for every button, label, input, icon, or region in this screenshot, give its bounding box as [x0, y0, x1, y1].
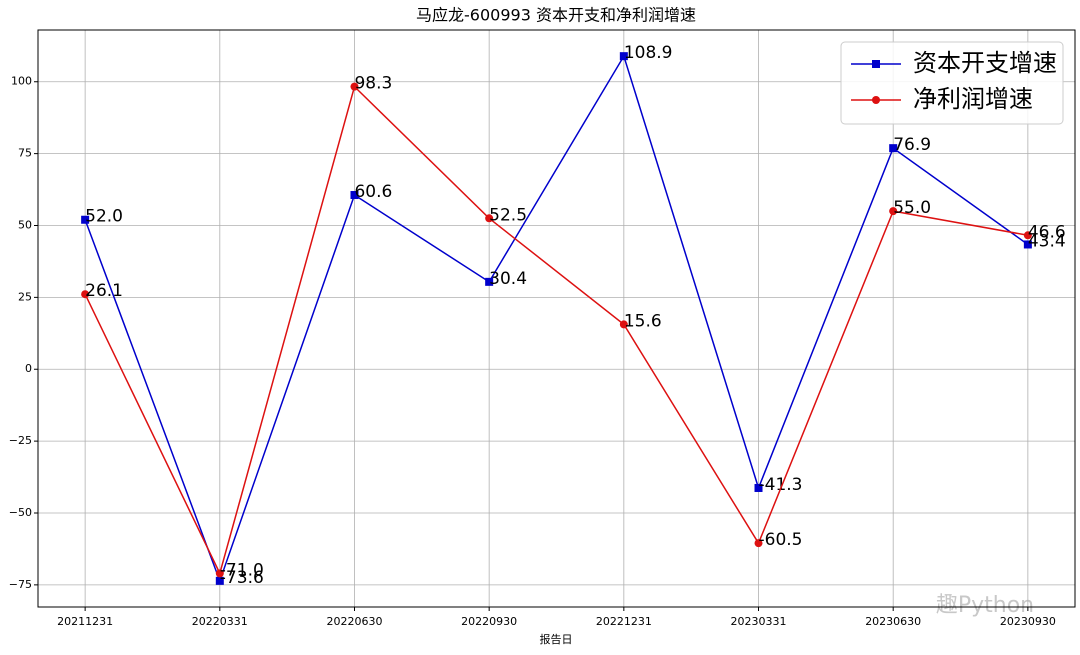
data-label: 30.4: [489, 269, 527, 289]
legend-marker: [872, 60, 880, 68]
y-tick-label: 25: [18, 290, 32, 303]
y-tick-label: 75: [18, 147, 32, 160]
series-line: [84, 54, 1029, 584]
data-point: [619, 320, 628, 329]
data-label: 52.0: [85, 207, 123, 227]
data-point: [350, 191, 359, 200]
data-point: [81, 290, 90, 299]
data-point: [1023, 231, 1032, 240]
data-point: [1023, 240, 1032, 249]
data-label: -71.0: [220, 560, 264, 580]
data-point: [485, 214, 494, 223]
legend-label: 净利润增速: [913, 85, 1033, 113]
data-point: [215, 576, 224, 585]
x-tick-label: 20220630: [326, 615, 382, 628]
x-tick-label: 20220331: [192, 615, 248, 628]
x-tick-label: 20230630: [865, 615, 921, 628]
chart-title: 马应龙-600993 资本开支和净利润增速: [416, 6, 696, 25]
data-label: 46.6: [1028, 222, 1066, 242]
y-tick-label: −25: [9, 434, 32, 447]
data-label: 52.5: [489, 205, 527, 225]
data-point: [889, 207, 898, 216]
data-point: [485, 277, 494, 286]
data-label: 98.3: [354, 74, 392, 94]
series-line: [84, 85, 1028, 576]
x-tick-label: 20211231: [57, 615, 113, 628]
data-label: 60.6: [354, 182, 392, 202]
x-tick-label: 20220930: [461, 615, 517, 628]
data-label: 43.4: [1028, 231, 1066, 251]
y-tick-label: −50: [9, 506, 32, 519]
data-label: -73.6: [220, 568, 264, 588]
legend-box: [840, 41, 1064, 125]
x-tick-label: 20230331: [731, 615, 787, 628]
data-point: [754, 539, 763, 548]
data-point: [81, 215, 90, 224]
data-label: 108.9: [624, 43, 673, 63]
legend-marker: [872, 96, 880, 104]
y-tick-label: 50: [18, 218, 32, 231]
y-tick-label: 0: [25, 362, 32, 375]
x-tick-label: 20230930: [1000, 615, 1056, 628]
data-label: 55.0: [893, 198, 931, 218]
plot-frame: [37, 29, 1076, 608]
legend-label: 资本开支增速: [913, 49, 1057, 77]
y-tick-label: −75: [9, 578, 32, 591]
data-label: 15.6: [624, 311, 662, 331]
watermark: 趣Python: [936, 593, 1034, 618]
x-tick-label: 20221231: [596, 615, 652, 628]
data-label: 76.9: [893, 135, 931, 155]
x-axis-label: 报告日: [540, 632, 573, 646]
data-point: [619, 52, 628, 61]
data-point: [754, 483, 763, 492]
y-tick-label: 100: [11, 75, 32, 88]
data-label: -41.3: [759, 475, 803, 495]
data-point: [350, 82, 359, 91]
data-label: 26.1: [85, 281, 123, 301]
data-label: -60.5: [759, 530, 803, 550]
data-point: [889, 144, 898, 153]
data-point: [215, 569, 224, 578]
